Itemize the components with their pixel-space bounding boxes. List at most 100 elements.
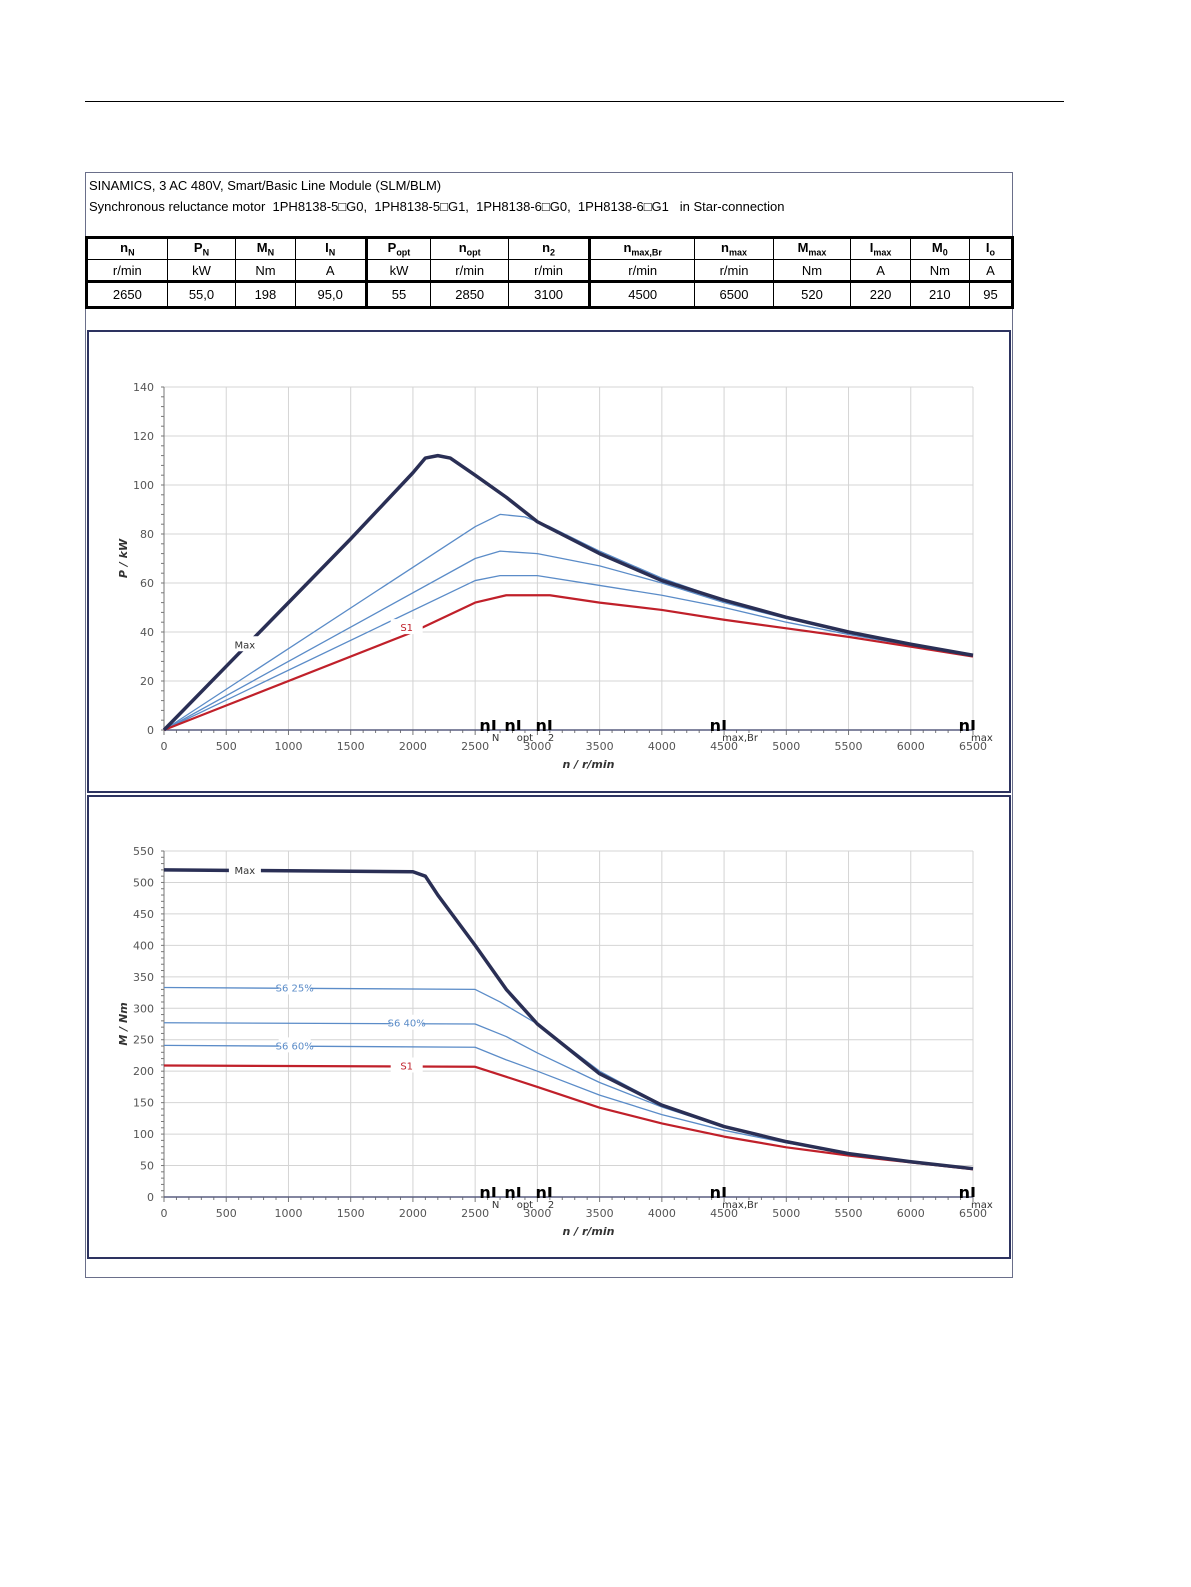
y-tick-label: 40 bbox=[140, 626, 154, 639]
speed-marker-subscript: 2 bbox=[548, 1200, 554, 1211]
speed-marker-subscript: N bbox=[492, 733, 499, 744]
x-tick-label: 1000 bbox=[274, 1207, 302, 1220]
y-tick-label: 350 bbox=[133, 971, 154, 984]
x-tick-label: 500 bbox=[216, 1207, 237, 1220]
series-line-s6-60- bbox=[163, 574, 974, 731]
speed-marker-subscript: max,Br bbox=[722, 733, 759, 744]
x-tick-label: 4500 bbox=[710, 740, 738, 753]
series-label-bg bbox=[278, 1037, 311, 1053]
y-tick-label: 60 bbox=[140, 577, 154, 590]
torque-chart-frame: 0 500 1000 1500 2000 2500 3000 3500 4000 4500 5000… bbox=[87, 795, 1011, 1259]
x-tick-label: 2500 bbox=[461, 1207, 489, 1220]
x-tick-label: 2000 bbox=[399, 1207, 427, 1220]
series-label-bg bbox=[228, 861, 261, 877]
y-tick-label: 400 bbox=[133, 939, 154, 952]
y-tick-label: 200 bbox=[133, 1065, 154, 1078]
x-tick-label: 2500 bbox=[461, 740, 489, 753]
unit-cell: A bbox=[294, 259, 367, 282]
table-header-cell: PN bbox=[166, 236, 237, 260]
series-label-bg bbox=[390, 1057, 423, 1073]
x-tick-label: 4500 bbox=[710, 1207, 738, 1220]
y-axis-label: M / Nm bbox=[117, 1002, 130, 1045]
speed-marker-label: n bbox=[535, 716, 546, 735]
unit-cell: Nm bbox=[772, 259, 852, 282]
y-tick-label: 450 bbox=[133, 908, 154, 921]
torque-chart: 0 500 1000 1500 2000 2500 3000 3500 4000 4500 5000… bbox=[117, 845, 993, 1238]
speed-marker-label: n bbox=[504, 716, 515, 735]
series-label-bg bbox=[228, 636, 261, 652]
series-label: S1 bbox=[400, 623, 413, 634]
x-axis-label: n / r/min bbox=[562, 1225, 614, 1238]
unit-cell: A bbox=[968, 259, 1015, 282]
series-line-s6-60- bbox=[163, 1044, 974, 1170]
y-tick-label: 80 bbox=[140, 528, 154, 541]
x-tick-label: 4000 bbox=[648, 1207, 676, 1220]
series-line-max bbox=[163, 868, 974, 1171]
table-header-cell: nmax,Br bbox=[587, 236, 696, 260]
header-line-1: SINAMICS, 3 AC 480V, Smart/Basic Line Mo… bbox=[89, 178, 442, 193]
series-label: Max bbox=[235, 866, 256, 877]
series-line-s6-25- bbox=[163, 986, 974, 1170]
y-tick-label: 140 bbox=[133, 381, 154, 394]
value-cell: 95 bbox=[968, 280, 1015, 309]
y-tick-label: 0 bbox=[147, 724, 154, 737]
value-cell: 3100 bbox=[508, 280, 590, 309]
x-axis-label: n / r/min bbox=[562, 758, 614, 771]
speed-marker-label: n bbox=[479, 716, 490, 735]
x-tick-label: 5500 bbox=[835, 1207, 863, 1220]
unit-cell: Nm bbox=[909, 259, 970, 282]
x-tick-label: 500 bbox=[216, 740, 237, 753]
x-tick-label: 6000 bbox=[897, 1207, 925, 1220]
series-label: S6 40% bbox=[388, 1019, 426, 1030]
x-tick-label: 3500 bbox=[586, 1207, 614, 1220]
value-cell: 2650 bbox=[85, 280, 168, 309]
x-tick-label: 6000 bbox=[897, 740, 925, 753]
power-chart-frame: 0 500 1000 1500 2000 2500 3000 3500 4000 4500 5000… bbox=[87, 330, 1011, 793]
table-header-cell: nN bbox=[85, 236, 168, 260]
value-cell: 520 bbox=[772, 280, 852, 309]
speed-marker-subscript: max bbox=[971, 733, 993, 744]
unit-cell: r/min bbox=[587, 259, 696, 282]
speed-marker-label: n bbox=[479, 1183, 490, 1202]
x-tick-label: 1500 bbox=[337, 740, 365, 753]
x-tick-label: 1500 bbox=[337, 1207, 365, 1220]
x-tick-label: 3000 bbox=[523, 740, 551, 753]
unit-cell: kW bbox=[166, 259, 237, 282]
series-label: S1 bbox=[400, 1062, 413, 1073]
value-cell: 55 bbox=[364, 280, 432, 309]
speed-marker-label: n bbox=[959, 1183, 970, 1202]
speed-marker-subscript: opt bbox=[517, 733, 533, 744]
unit-cell: r/min bbox=[694, 259, 774, 282]
speed-marker-label: n bbox=[535, 1183, 546, 1202]
series-line-s6-25- bbox=[163, 513, 974, 731]
x-tick-label: 0 bbox=[161, 740, 168, 753]
ratings-table: nN PN MN IN Popt nopt n2 nmax,Br nmax Mmax Imax M0 I… bbox=[85, 236, 1015, 309]
x-tick-label: 4000 bbox=[648, 740, 676, 753]
value-cell: 2850 bbox=[430, 280, 510, 309]
table-header-cell: Popt bbox=[364, 236, 432, 260]
speed-marker-subscript: opt bbox=[517, 1200, 533, 1211]
x-tick-label: 5000 bbox=[772, 740, 800, 753]
x-tick-label: 1000 bbox=[274, 740, 302, 753]
x-tick-label: 2000 bbox=[399, 740, 427, 753]
x-tick-label: 5000 bbox=[772, 1207, 800, 1220]
y-tick-label: 550 bbox=[133, 845, 154, 858]
table-header-cell: MN bbox=[235, 236, 296, 260]
power-chart: 0 500 1000 1500 2000 2500 3000 3500 4000 4500 5000… bbox=[117, 381, 993, 771]
y-tick-label: 150 bbox=[133, 1097, 154, 1110]
y-tick-label: 300 bbox=[133, 1002, 154, 1015]
x-tick-label: 0 bbox=[161, 1207, 168, 1220]
x-tick-label: 3000 bbox=[523, 1207, 551, 1220]
y-tick-label: 500 bbox=[133, 876, 154, 889]
table-header-cell: Mmax bbox=[772, 236, 852, 260]
value-cell: 95,0 bbox=[294, 280, 367, 309]
table-header-cell: Imax bbox=[850, 236, 911, 260]
unit-cell: r/min bbox=[508, 259, 590, 282]
unit-cell: Nm bbox=[235, 259, 296, 282]
series-label-bg bbox=[390, 619, 423, 635]
table-header-cell: nopt bbox=[430, 236, 510, 260]
table-header-cell: IN bbox=[294, 236, 367, 260]
y-tick-label: 0 bbox=[147, 1191, 154, 1204]
series-line-s6-40- bbox=[163, 550, 974, 731]
series-line-max bbox=[162, 453, 974, 732]
